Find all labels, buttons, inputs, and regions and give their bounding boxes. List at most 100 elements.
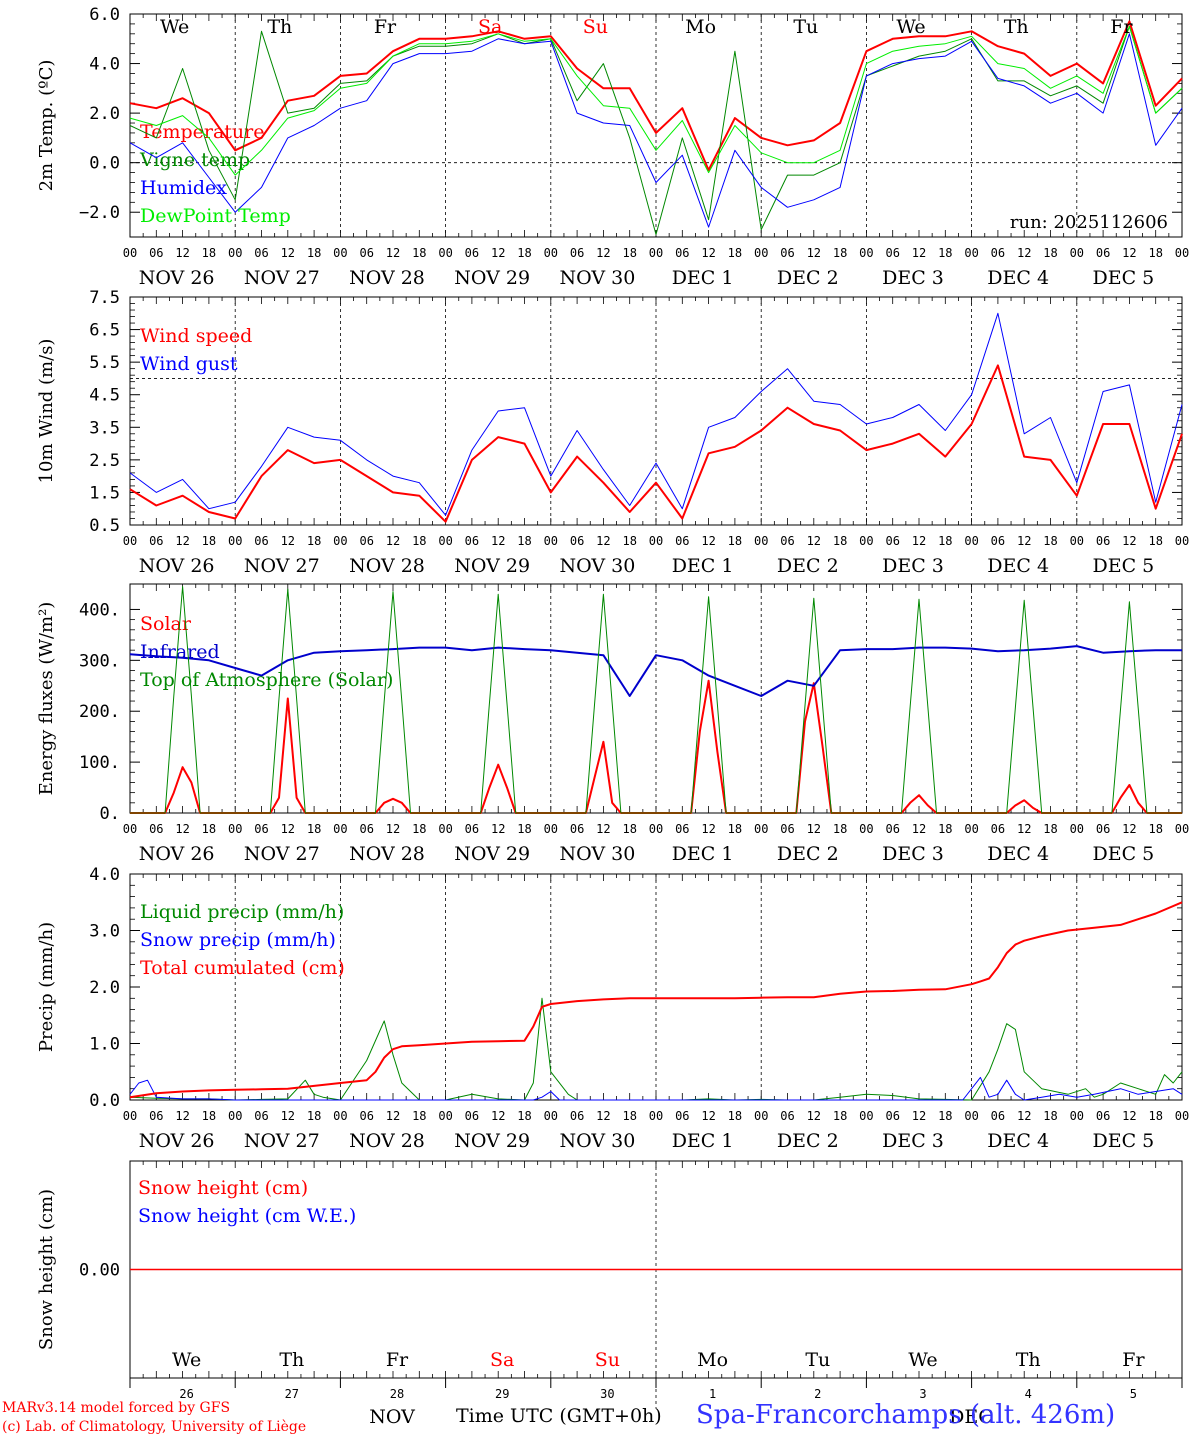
hour-tick-label: 18 [938, 822, 952, 836]
hour-tick-label: 00 [754, 1109, 768, 1123]
date-label: NOV 28 [349, 843, 425, 865]
run-label: run: 2025112606 [1010, 212, 1168, 233]
date-label: NOV 28 [349, 1130, 425, 1152]
weekday-label-bottom: We [908, 1349, 937, 1371]
hour-tick-label: 00 [123, 246, 137, 260]
hour-tick-label: 00 [859, 1109, 873, 1123]
date-label: DEC 2 [777, 843, 839, 865]
hour-tick-label: 12 [701, 822, 715, 836]
hour-tick-label: 18 [622, 1109, 636, 1123]
hour-tick-label: 06 [570, 822, 584, 836]
hour-tick-label: 06 [465, 822, 479, 836]
hour-tick-label: 06 [780, 246, 794, 260]
hour-tick-label: 12 [386, 1109, 400, 1123]
hour-tick-label: 06 [1096, 534, 1110, 548]
hour-tick-label: 18 [1043, 534, 1057, 548]
day-number-label: 30 [600, 1387, 614, 1401]
date-label: NOV 29 [454, 555, 530, 577]
hour-tick-label: 00 [123, 534, 137, 548]
wind-y-tick-label: 0.5 [89, 516, 120, 536]
hour-tick-label: 12 [281, 246, 295, 260]
hour-tick-label: 00 [1070, 246, 1084, 260]
precip-series-1 [129, 1076, 1183, 1101]
date-label: DEC 1 [672, 843, 734, 865]
weekday-label-top: Fr [374, 16, 397, 38]
hour-tick-label: 06 [1096, 822, 1110, 836]
date-label: DEC 1 [672, 555, 734, 577]
hour-tick-label: 06 [780, 822, 794, 836]
hour-tick-label: 00 [544, 534, 558, 548]
hour-tick-label: 12 [807, 822, 821, 836]
hour-tick-label: 18 [307, 1109, 321, 1123]
day-number-label: 29 [495, 1387, 509, 1401]
hour-tick-label: 18 [517, 246, 531, 260]
month-label-nov: NOV [369, 1406, 415, 1428]
date-label: DEC 1 [672, 267, 734, 289]
hour-tick-label: 18 [1043, 822, 1057, 836]
snow-y-axis-label: Snow height (cm) [36, 1189, 57, 1350]
date-label: NOV 30 [559, 267, 635, 289]
temp-y-tick-label: 6.0 [89, 5, 120, 25]
date-label: NOV 26 [139, 267, 215, 289]
energy-legend-0: Solar [140, 613, 192, 635]
wind-y-tick-label: 6.5 [89, 321, 120, 341]
hour-tick-label: 00 [438, 1109, 452, 1123]
date-label: NOV 27 [244, 1130, 320, 1152]
hour-tick-label: 06 [991, 822, 1005, 836]
hour-tick-label: 18 [307, 822, 321, 836]
hour-tick-label: 00 [1175, 246, 1189, 260]
hour-tick-label: 18 [1043, 246, 1057, 260]
hour-tick-label: 00 [859, 822, 873, 836]
hour-tick-label: 00 [649, 246, 663, 260]
hour-tick-label: 00 [649, 822, 663, 836]
date-label: DEC 5 [1093, 555, 1155, 577]
hour-tick-label: 12 [912, 822, 926, 836]
hour-tick-label: 00 [228, 1109, 242, 1123]
weekday-label-bottom: Su [595, 1349, 620, 1371]
hour-tick-label: 00 [333, 822, 347, 836]
hour-tick-label: 00 [754, 822, 768, 836]
hour-tick-label: 18 [938, 534, 952, 548]
hour-tick-label: 00 [544, 1109, 558, 1123]
date-label: NOV 28 [349, 267, 425, 289]
hour-tick-label: 18 [728, 534, 742, 548]
hour-tick-label: 12 [912, 246, 926, 260]
hour-tick-label: 12 [175, 246, 189, 260]
hour-tick-label: 12 [386, 534, 400, 548]
date-label: NOV 29 [454, 843, 530, 865]
hour-tick-label: 18 [1043, 1109, 1057, 1123]
wind-y-tick-label: 7.5 [89, 288, 120, 308]
hour-tick-label: 18 [307, 534, 321, 548]
wind-y-tick-label: 4.5 [89, 386, 120, 406]
hour-tick-label: 06 [359, 1109, 373, 1123]
precip-y-tick-label: 0.0 [89, 1091, 120, 1111]
energy-series-2 [130, 586, 1182, 814]
hour-tick-label: 18 [202, 1109, 216, 1123]
hour-tick-label: 12 [701, 246, 715, 260]
precip-legend-2: Total cumulated (cm) [140, 957, 345, 979]
temp-series-3 [129, 25, 1183, 176]
precip-legend-1: Snow precip (mm/h) [140, 929, 336, 951]
temp-y-tick-label: −2.0 [79, 203, 120, 223]
hour-tick-label: 12 [807, 1109, 821, 1123]
weekday-label-top: Th [267, 16, 292, 38]
hour-tick-label: 18 [833, 534, 847, 548]
hour-tick-label: 00 [333, 1109, 347, 1123]
hour-tick-label: 06 [991, 534, 1005, 548]
hour-tick-label: 00 [228, 822, 242, 836]
temp-y-tick-label: 4.0 [89, 55, 120, 75]
hour-tick-label: 00 [859, 246, 873, 260]
hour-tick-label: 06 [885, 1109, 899, 1123]
precip-y-tick-label: 4.0 [89, 865, 120, 885]
hour-tick-label: 06 [254, 246, 268, 260]
hour-tick-label: 12 [1122, 534, 1136, 548]
hour-tick-label: 18 [202, 246, 216, 260]
snow-legend-0: Snow height (cm) [138, 1177, 308, 1199]
hour-tick-label: 18 [517, 534, 531, 548]
temp-series-0 [129, 20, 1183, 172]
hour-tick-label: 12 [1122, 1109, 1136, 1123]
weekday-label-top: Su [583, 16, 608, 38]
weekday-label-bottom: Tu [805, 1349, 830, 1371]
date-label: DEC 3 [882, 1130, 944, 1152]
hour-tick-label: 18 [833, 246, 847, 260]
